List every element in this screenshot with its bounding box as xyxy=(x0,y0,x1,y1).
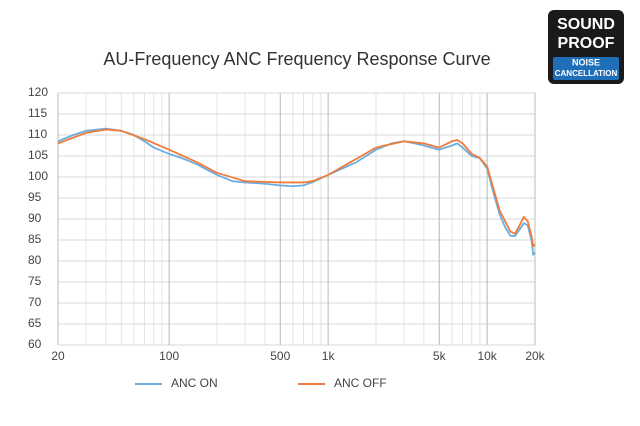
y-tick-label: 90 xyxy=(28,211,42,225)
y-tick-label: 80 xyxy=(28,253,42,267)
x-tick-label: 20 xyxy=(51,349,65,363)
y-tick-label: 120 xyxy=(28,85,48,99)
legend-label: ANC ON xyxy=(171,376,218,390)
y-tick-label: 110 xyxy=(28,127,47,141)
y-tick-label: 65 xyxy=(28,316,42,330)
x-tick-label: 5k xyxy=(433,349,447,363)
y-tick-label: 70 xyxy=(28,295,42,309)
series-line xyxy=(57,128,536,248)
y-tick-label: 115 xyxy=(28,106,47,120)
badge-text: SOUND xyxy=(557,16,615,33)
y-tick-label: 105 xyxy=(28,148,48,162)
x-tick-label: 500 xyxy=(270,349,290,363)
series-line xyxy=(57,127,536,256)
y-tick-label: 85 xyxy=(28,232,42,246)
badge: SOUND PROOF NOISE CANCELLATION xyxy=(548,10,624,84)
x-tick-label: 100 xyxy=(159,349,179,363)
y-tick-label: 100 xyxy=(28,169,48,183)
chart-title: AU-Frequency ANC Frequency Response Curv… xyxy=(103,49,490,69)
x-tick-label: 1k xyxy=(322,349,336,363)
x-tick-label: 20k xyxy=(525,349,545,363)
x-tick-label: 10k xyxy=(477,349,497,363)
badge-strip xyxy=(553,57,619,80)
badge-text: NOISE xyxy=(572,57,600,67)
y-tick-label: 60 xyxy=(28,337,42,351)
y-tick-label: 75 xyxy=(28,274,42,288)
y-tick-label: 95 xyxy=(28,190,42,204)
badge-text: PROOF xyxy=(558,35,615,52)
badge-text: CANCELLATION xyxy=(555,69,618,78)
legend-label: ANC OFF xyxy=(334,376,387,390)
